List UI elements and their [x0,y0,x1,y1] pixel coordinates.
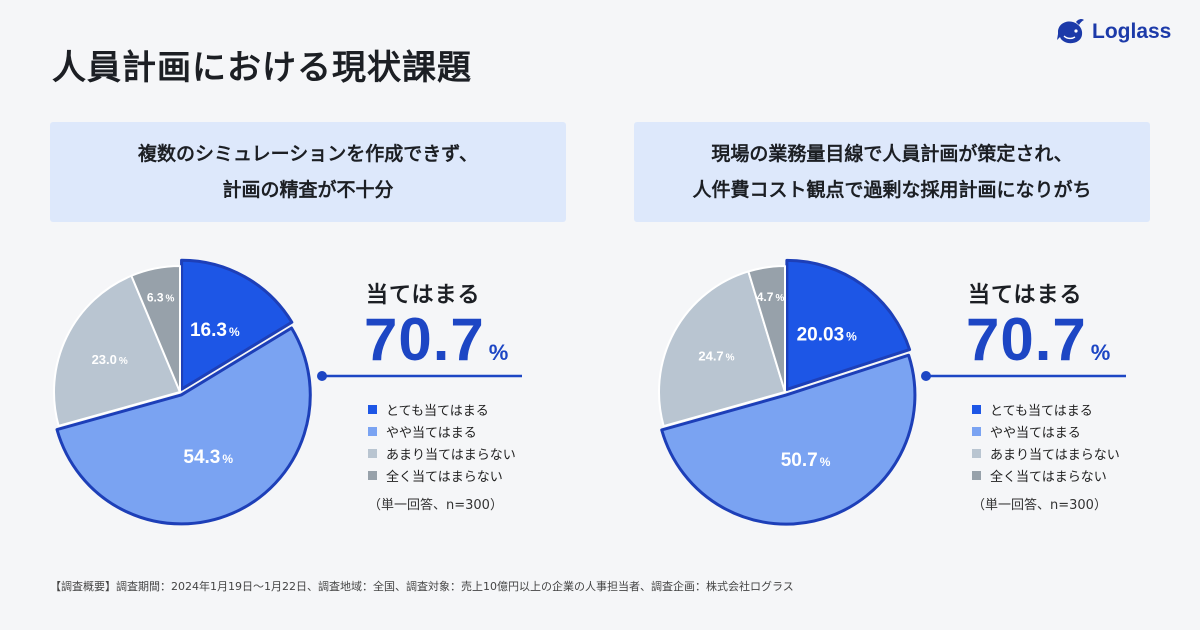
question-box-1: 複数のシミュレーションを作成できず、 計画の精査が不十分 [50,122,566,222]
legend-label: あまり当てはまらない [386,447,516,463]
logo-text: Loglass [1092,20,1172,43]
pie-slice-4 [130,265,181,393]
legend-1: とても当てはまる やや当てはまる あまり当てはまらない 全く当てはまらない [368,398,516,486]
summary-value: 70.7% [364,306,509,373]
legend-swatch [368,470,377,480]
summary-value-1: 70.7% [364,310,509,383]
summary-label: 当てはまる [366,283,481,308]
question-line: 人件費コスト観点で過剰な採用計画になりがち [692,179,1092,201]
legend-item: やや当てはまる [368,420,516,442]
question-line: 複数のシミュレーションを作成できず、 [138,143,478,165]
summary-unit: % [488,340,510,365]
legend-swatch [368,426,377,436]
slice-value-label: 16.3% [190,320,240,341]
question-line: 計画の精査が不十分 [222,179,394,201]
pie-slice-1 [785,258,912,391]
pie-slice-1 [180,258,294,391]
pie-slice-2 [660,353,917,526]
slice-value-label: 4.7% [757,290,785,304]
legend-label: あまり当てはまらない [990,447,1120,463]
legend-item: 全く当てはまらない [972,464,1120,486]
pie-slice-4 [747,265,786,393]
summary-2: 当てはまる [968,277,1083,309]
slice-value-label: 23.0% [92,352,128,367]
legend-2: とても当てはまる やや当てはまる あまり当てはまらない 全く当てはまらない [972,398,1120,486]
legend-label: とても当てはまる [990,403,1093,419]
slice-value-label: 6.3% [147,291,175,305]
legend-item: とても当てはまる [972,398,1120,420]
pie-slice-3 [658,270,786,428]
legend-swatch [368,448,377,458]
page-title: 人員計画における現状課題 [52,48,472,88]
legend-label: やや当てはまる [386,425,477,441]
sample-note-1: （単一回答、n=300） [368,498,503,513]
summary-label: 当てはまる [968,283,1083,308]
question-box-2: 現場の業務量目線で人員計画が策定され、 人件費コスト観点で過剰な採用計画になりが… [634,122,1150,222]
logo[interactable]: Loglass [1056,18,1171,46]
summary-number: 70.7 [364,306,485,373]
legend-label: やや当てはまる [990,425,1081,441]
legend-swatch [972,448,981,458]
slice-value-label: 24.7% [698,348,734,363]
whale-logo-icon [1057,18,1084,44]
summary-value: 70.7% [966,306,1111,373]
legend-label: 全く当てはまらない [386,469,503,485]
pie-slice-3 [53,274,181,427]
legend-swatch [972,426,981,436]
question-line: 現場の業務量目線で人員計画が策定され、 [711,143,1073,165]
summary-unit: % [1090,340,1112,365]
legend-label: とても当てはまる [386,403,489,419]
slice-value-label: 54.3% [183,447,233,468]
summary-connector-dot [317,371,327,381]
legend-item: やや当てはまる [972,420,1120,442]
slice-value-label: 20.03% [797,325,858,346]
legend-item: あまり当てはまらない [972,442,1120,464]
summary-1: 当てはまる [366,277,481,309]
summary-number: 70.7 [966,306,1087,373]
summary-connector-dot [921,371,931,381]
legend-label: 全く当てはまらない [990,469,1107,485]
pie-slice-2 [55,326,312,526]
survey-footnote: 【調査概要】調査期間：2024年1月19日〜1月22日、調査地域：全国、調査対象… [50,580,794,593]
legend-item: 全く当てはまらない [368,464,516,486]
legend-swatch [368,404,377,414]
legend-swatch [972,404,981,414]
summary-value-2: 70.7% [966,310,1111,383]
legend-item: あまり当てはまらない [368,442,516,464]
sample-note-2: （単一回答、n=300） [972,498,1107,513]
legend-swatch [972,470,981,480]
legend-item: とても当てはまる [368,398,516,420]
slice-value-label: 50.7% [781,450,831,471]
